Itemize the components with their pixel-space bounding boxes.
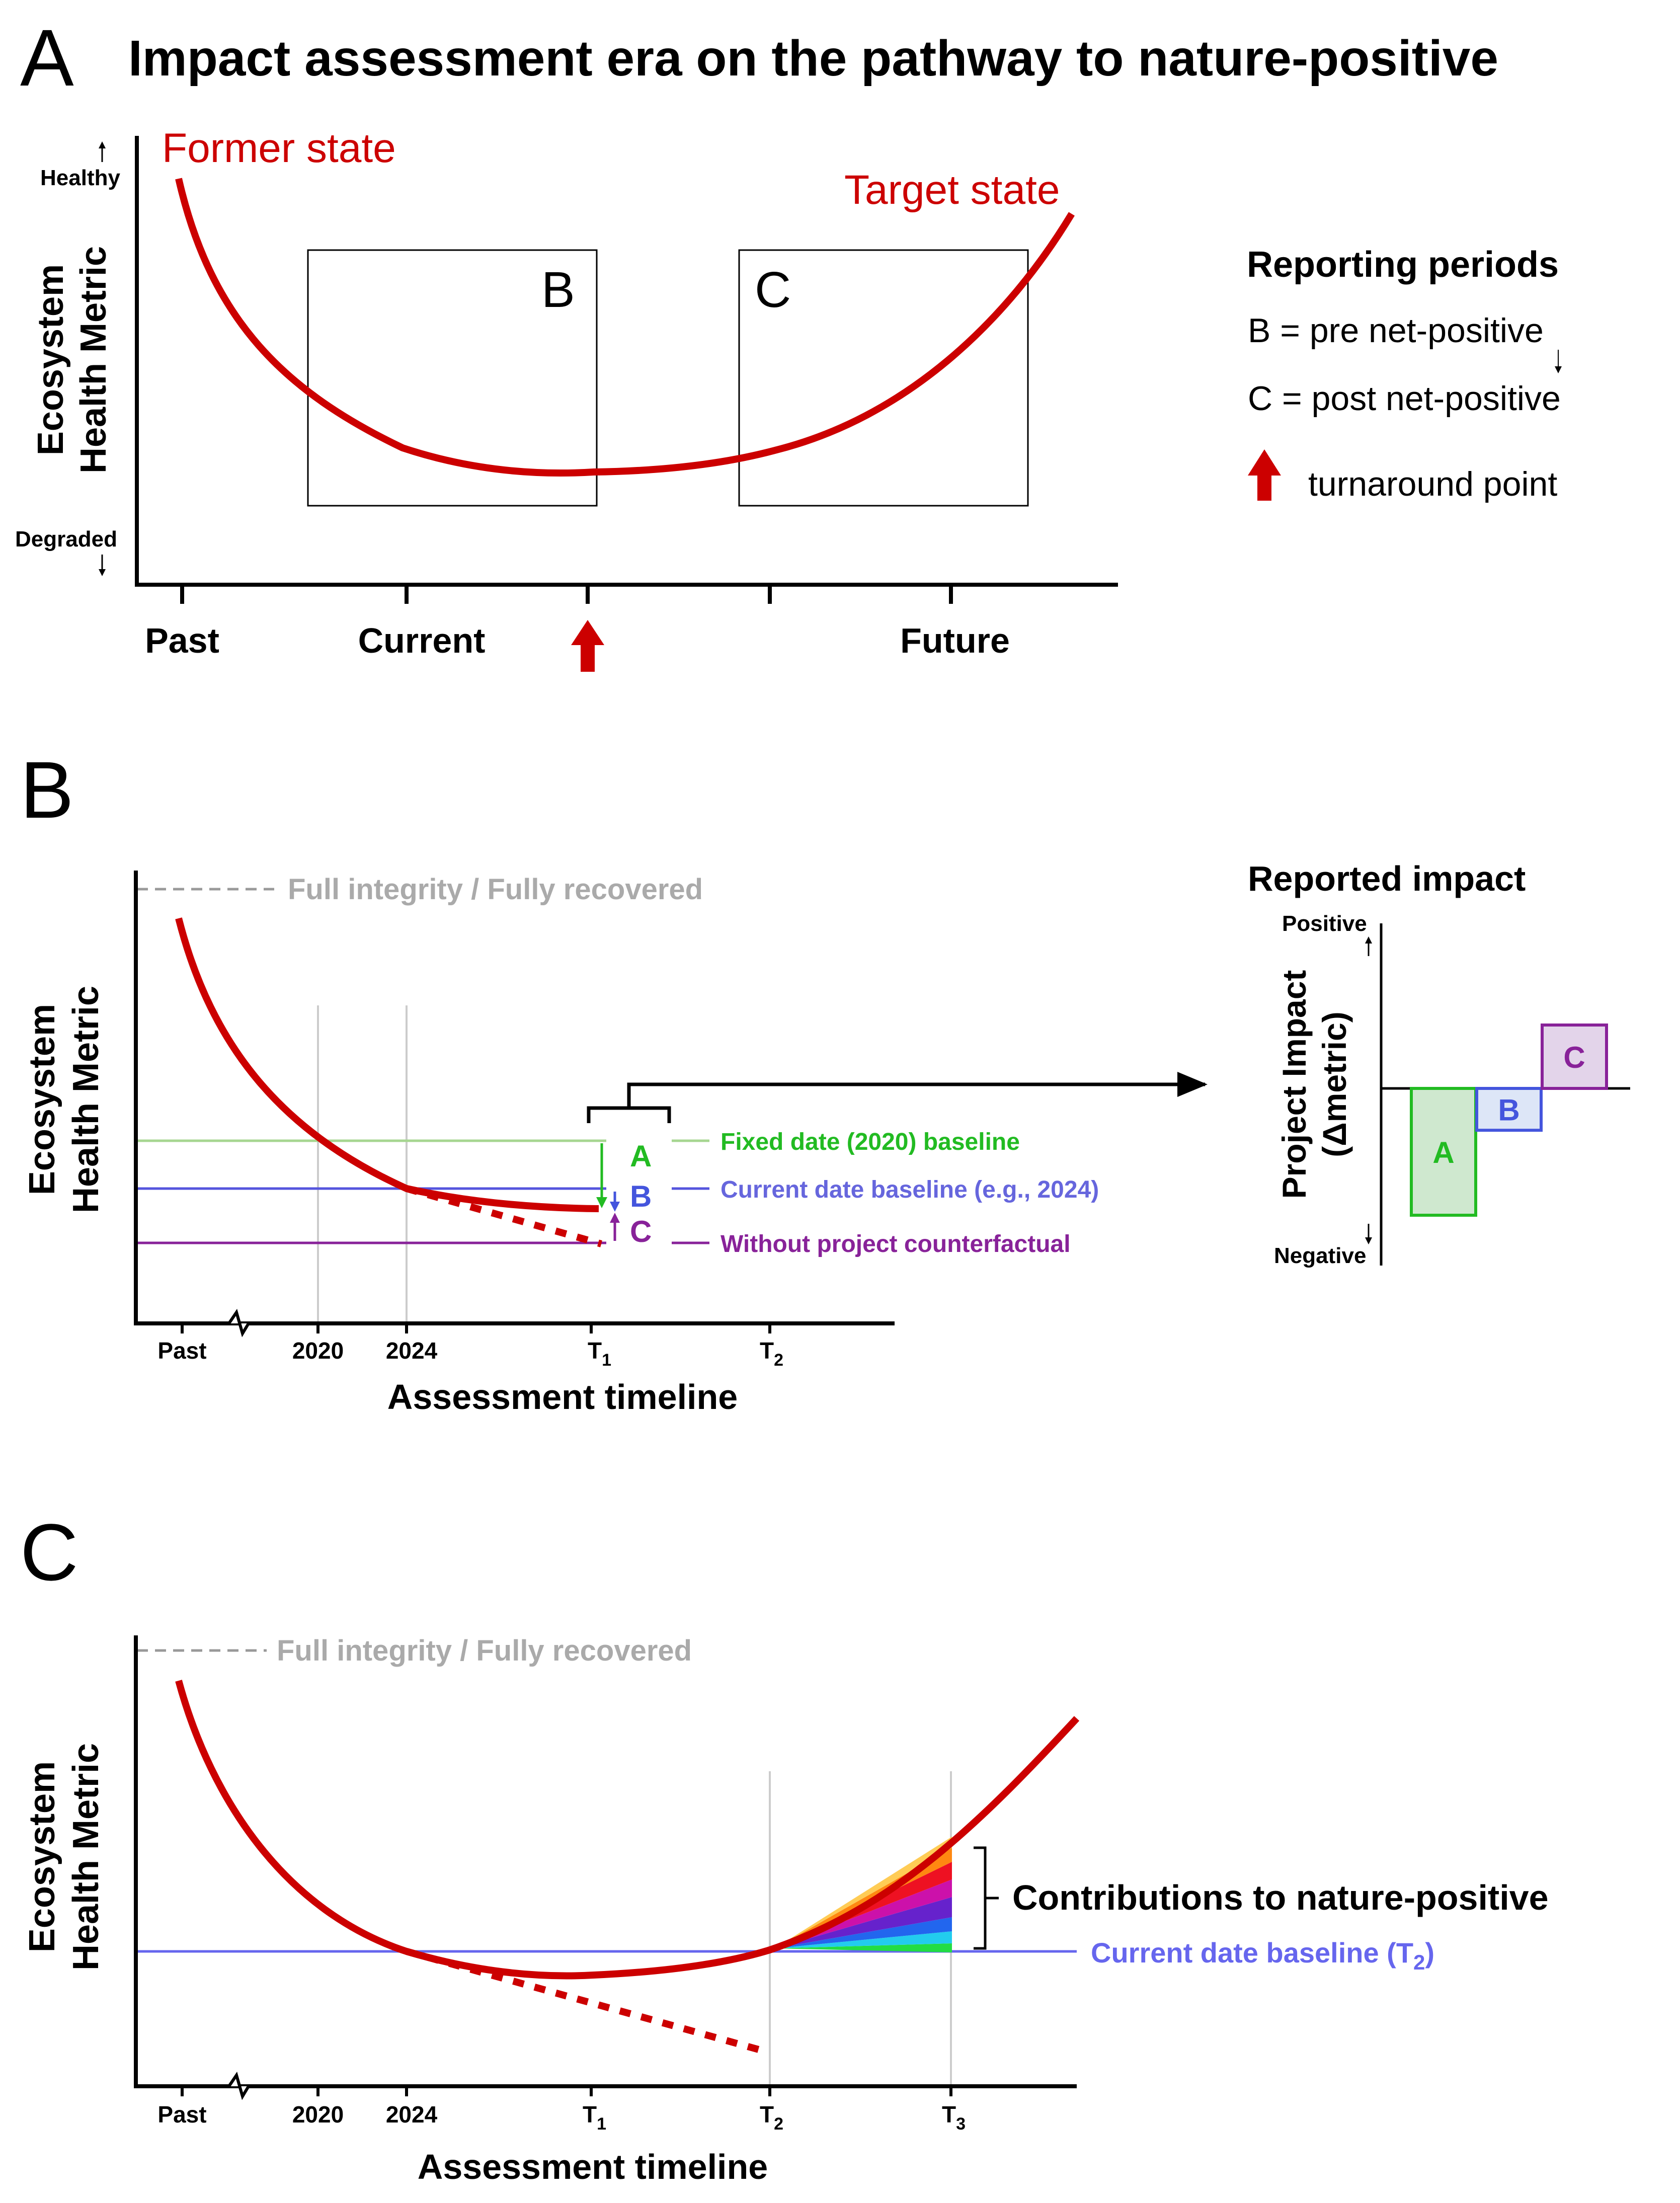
panel-c-tick-t2-t: T bbox=[760, 2101, 774, 2128]
panel-b-tick-t1: T1 bbox=[588, 1337, 611, 1370]
panel-c-baseline-label-sub: 2 bbox=[1413, 1950, 1425, 1974]
panel-b-tick-past: Past bbox=[157, 1337, 206, 1364]
contribution-bracket bbox=[974, 1846, 999, 1950]
panel-b-counterfactual-dotted bbox=[406, 1185, 602, 1247]
panel-c-tick-t3-sub: 3 bbox=[956, 2114, 966, 2134]
target-state-label: Target state bbox=[844, 167, 1060, 213]
bar-ylabel-2: (Δmetric) bbox=[1316, 1011, 1353, 1157]
impact-bar-b bbox=[1475, 1087, 1543, 1132]
panel-a-y-bottom: Degraded bbox=[15, 527, 117, 552]
panel-a-title: Impact assessment era on the pathway to … bbox=[128, 30, 1498, 87]
contributions-label: Contributions to nature-positive bbox=[1012, 1878, 1549, 1917]
impact-bar-label-a: A bbox=[1432, 1136, 1454, 1169]
legend-b: B = pre net-positive bbox=[1248, 311, 1544, 350]
impact-bar-c bbox=[1541, 1024, 1608, 1090]
period-box-b bbox=[307, 249, 598, 507]
panel-b-tick-t2-t: T bbox=[760, 1337, 774, 1364]
panel-a-letter: A bbox=[20, 13, 74, 103]
panel-b-tick-t2: T2 bbox=[760, 1337, 783, 1370]
panel-b-trajectory-curve bbox=[175, 917, 599, 1212]
panel-c-baseline-label: Current date baseline (T2) bbox=[1091, 1937, 1434, 1974]
panel-c-tick-t2-sub: 2 bbox=[774, 2114, 783, 2134]
panel-c-axis-break-icon bbox=[227, 2072, 250, 2100]
period-box-c bbox=[738, 249, 1029, 507]
impact-bar-label-c: C bbox=[1563, 1041, 1585, 1074]
panel-b-tick-2024: 2024 bbox=[386, 1337, 438, 1364]
panel-a-ylabel-1: Ecosystem bbox=[31, 264, 71, 455]
panel-a: A Impact assessment era on the pathway t… bbox=[15, 13, 1562, 672]
panel-c-full-integrity-label: Full integrity / Fully recovered bbox=[277, 1634, 692, 1667]
baseline-gap bbox=[606, 1127, 672, 1253]
panel-b-ylabel-2: Health Metric bbox=[66, 986, 106, 1213]
panel-a-y-top: Healthy bbox=[40, 166, 120, 190]
bar-group: A B C bbox=[1410, 1024, 1608, 1217]
connector-arrow bbox=[627, 1072, 1208, 1108]
turnaround-arrow-icon bbox=[571, 620, 604, 672]
panel-c-tick-2024: 2024 bbox=[386, 2101, 438, 2128]
impact-bar-label-b: B bbox=[1498, 1093, 1519, 1127]
panel-b-ylabel-1: Ecosystem bbox=[22, 1004, 62, 1195]
period-box-b-label: B bbox=[541, 262, 575, 318]
panel-b: B Full integrity / Fully recovered A bbox=[20, 745, 1630, 1417]
legend-c: C = post net-positive bbox=[1248, 379, 1561, 418]
diff-label-c: C bbox=[630, 1215, 652, 1248]
diff-label-b: B bbox=[630, 1179, 652, 1213]
legend-arrow-label: turnaround point bbox=[1308, 465, 1557, 503]
x-tick-past: Past bbox=[145, 621, 219, 660]
panel-b-xlabel: Assessment timeline bbox=[387, 1377, 738, 1417]
full-integrity-label: Full integrity / Fully recovered bbox=[288, 873, 703, 906]
panel-c-tick-t1: T1 bbox=[583, 2101, 606, 2134]
x-tick-current: Current bbox=[358, 621, 486, 660]
panel-a-ylabel-2: Health Metric bbox=[73, 246, 114, 474]
wedge-green bbox=[775, 1943, 952, 1952]
panel-b-tick-t1-t: T bbox=[588, 1337, 602, 1364]
panel-c-baseline-label-close: ) bbox=[1425, 1937, 1434, 1969]
panel-c-counterfactual-dotted bbox=[406, 1948, 763, 2054]
legend-turnaround-arrow-icon bbox=[1248, 449, 1281, 501]
bar-negative-label: Negative bbox=[1274, 1243, 1366, 1268]
panel-c-ylabel-2: Health Metric bbox=[66, 1743, 106, 1971]
x-tick-future: Future bbox=[900, 621, 1010, 660]
diff-label-a: A bbox=[630, 1139, 652, 1173]
reported-impact-title: Reported impact bbox=[1248, 859, 1526, 898]
panel-b-tick-2020: 2020 bbox=[292, 1337, 344, 1364]
panel-c-letter: C bbox=[20, 1507, 78, 1597]
panel-c-tick-t1-t: T bbox=[583, 2101, 597, 2128]
panel-c-xlabel: Assessment timeline bbox=[418, 2147, 768, 2186]
baseline-fixed-label: Fixed date (2020) baseline bbox=[721, 1129, 1020, 1155]
baseline-counterfactual-label: Without project counterfactual bbox=[721, 1231, 1071, 1257]
panel-a-trajectory-curve bbox=[175, 178, 1075, 477]
panel-c-tick-past: Past bbox=[157, 2101, 206, 2128]
legend-title: Reporting periods bbox=[1247, 245, 1559, 285]
period-box-c-label: C bbox=[755, 262, 791, 318]
panel-c: C Full integrity / Fully recovered bbox=[20, 1507, 1549, 2186]
panel-c-baseline-label-main: Current date baseline (T bbox=[1091, 1937, 1413, 1969]
panel-b-letter: B bbox=[20, 745, 74, 835]
panel-c-ylabel-1: Ecosystem bbox=[22, 1761, 62, 1952]
reporting-bracket bbox=[587, 1106, 671, 1123]
bar-ylabel-1: Project Impact bbox=[1275, 970, 1313, 1199]
impact-bar-a bbox=[1410, 1087, 1477, 1217]
baseline-current-label: Current date baseline (e.g., 2024) bbox=[721, 1176, 1099, 1203]
panel-c-trajectory-curve bbox=[175, 1680, 1080, 1980]
panel-c-tick-t1-sub: 1 bbox=[597, 2114, 606, 2134]
panel-c-tick-t2: T2 bbox=[760, 2101, 783, 2134]
wedge-yellow bbox=[775, 1837, 952, 1948]
panel-c-tick-t3: T3 bbox=[942, 2101, 966, 2134]
former-state-label: Former state bbox=[162, 125, 396, 171]
panel-c-tick-2020: 2020 bbox=[292, 2101, 344, 2128]
bar-positive-label: Positive bbox=[1282, 911, 1367, 936]
panel-c-tick-t3-t: T bbox=[942, 2101, 956, 2128]
panel-b-tick-t2-sub: 2 bbox=[774, 1351, 783, 1370]
panel-b-tick-t1-sub: 1 bbox=[602, 1351, 611, 1370]
axis-break-icon bbox=[227, 1309, 250, 1337]
